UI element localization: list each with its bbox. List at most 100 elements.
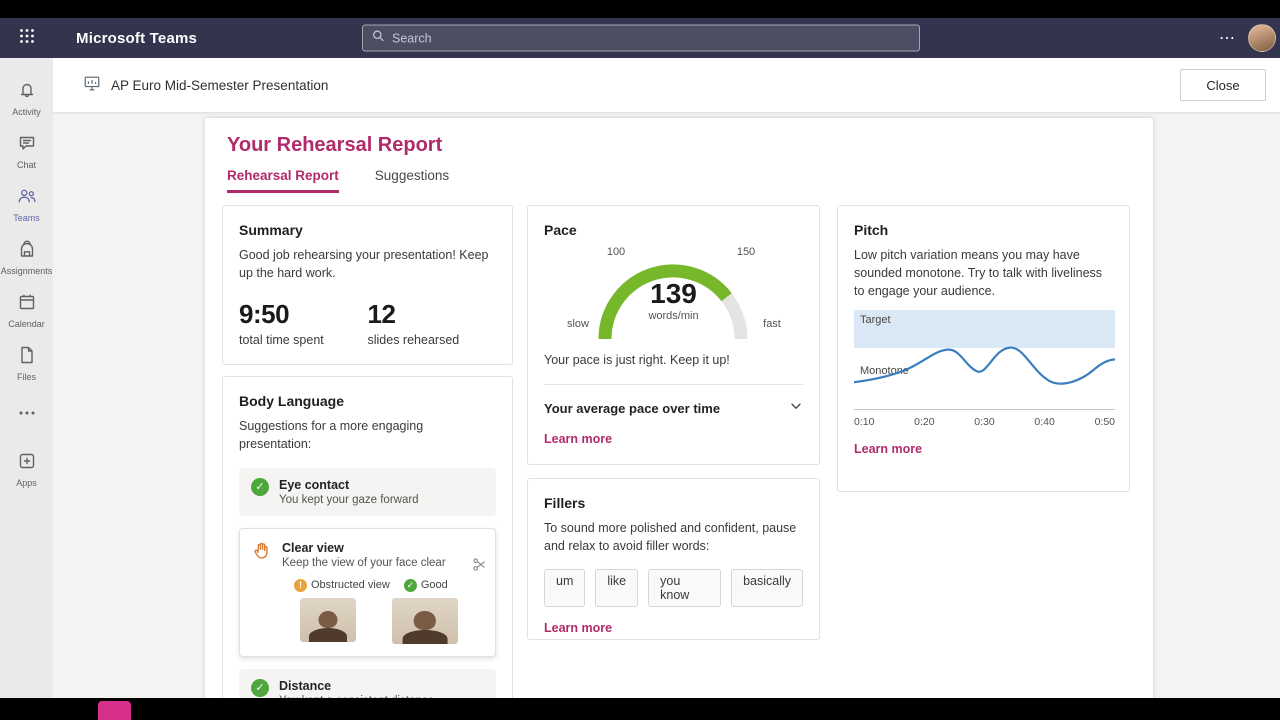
pace-learn-more-link[interactable]: Learn more — [544, 431, 613, 446]
sidebar-label: Files — [16, 372, 36, 382]
x-tick: 0:40 — [1034, 416, 1055, 429]
expander-label: Your average pace over time — [544, 400, 721, 416]
stat-value: 12 — [367, 298, 396, 329]
avatar[interactable] — [1248, 24, 1276, 52]
sidebar-label: Chat — [16, 160, 36, 170]
average-pace-expander[interactable]: Your average pace over time — [544, 399, 803, 418]
fillers-title: Fillers — [544, 495, 586, 511]
gauge-max-label: fast — [763, 318, 781, 330]
chat-icon — [17, 133, 37, 158]
sidebar-label: Activity — [12, 107, 41, 117]
backpack-icon — [17, 239, 37, 264]
tab-suggestions[interactable]: Suggestions — [374, 168, 450, 183]
video-overlay-fragment — [98, 701, 131, 720]
people-icon — [17, 186, 37, 211]
sidebar-item-apps[interactable]: Apps — [0, 443, 53, 496]
summary-stats: 9:50 total time spent 12 slides rehearse… — [239, 299, 496, 347]
chevron-down-icon — [789, 399, 803, 418]
pitch-card: Pitch Low pitch variation means you may … — [837, 205, 1130, 492]
label-text: Obstructed view — [311, 579, 390, 591]
filler-chip: basically — [731, 568, 803, 607]
gauge-arc — [598, 264, 748, 340]
example-thumbnails — [300, 597, 483, 644]
sidebar-label: Assignments — [0, 266, 53, 276]
filler-chip: like — [595, 568, 639, 607]
page-title: Your Rehearsal Report — [227, 134, 443, 156]
summary-card: Summary Good job rehearsing your present… — [222, 205, 513, 365]
sidebar-item-calendar[interactable]: Calendar — [0, 284, 53, 337]
filler-chip: you know — [648, 568, 722, 607]
check-circle-icon: ✓ — [403, 578, 417, 592]
stat-time-spent: 9:50 total time spent — [239, 299, 368, 347]
sidebar-item-assignments[interactable]: Assignments — [0, 231, 53, 284]
pace-message: Your pace is just right. Keep it up! — [544, 353, 730, 367]
sidebar-item-chat[interactable]: Chat — [0, 125, 53, 178]
pitch-x-axis: 0:10 0:20 0:30 0:40 0:50 — [854, 416, 1115, 428]
app-launcher-button[interactable] — [0, 18, 54, 58]
sidebar-item-files[interactable]: Files — [0, 337, 53, 390]
sidebar-label: Apps — [16, 478, 37, 488]
fillers-learn-more-link[interactable]: Learn more — [544, 620, 613, 635]
check-circle-icon: ✓ — [251, 678, 269, 697]
pitch-message: Low pitch variation means you may have s… — [854, 248, 1103, 298]
good-label: ✓ Good — [403, 578, 448, 592]
sidebar-item-teams[interactable]: Teams — [0, 178, 53, 231]
gauge-value: 139 — [650, 278, 697, 309]
divider — [544, 383, 803, 385]
body-language-subtitle: Suggestions for a more engaging presenta… — [239, 419, 424, 451]
summary-message: Good job rehearsing your presentation! K… — [239, 248, 489, 280]
letterbox-bottom — [0, 698, 1280, 720]
fillers-card: Fillers To sound more polished and confi… — [527, 478, 820, 640]
obstructed-view-thumbnail — [300, 597, 356, 642]
close-button[interactable]: Close — [1180, 69, 1266, 101]
search-box[interactable] — [362, 24, 920, 52]
topbar-more-button[interactable]: ⋯ — [1219, 30, 1236, 47]
gauge-min-label: slow — [566, 318, 590, 330]
plus-square-icon — [17, 451, 37, 476]
pitch-title: Pitch — [854, 222, 889, 238]
topbar: Microsoft Teams ⋯ — [0, 18, 1280, 58]
waffle-icon — [19, 28, 35, 49]
search-input[interactable] — [392, 31, 910, 45]
label-text: Good — [420, 579, 448, 591]
pitch-chart: Target Monotone — [854, 310, 1115, 411]
check-circle-icon: ✓ — [251, 477, 269, 496]
fillers-message: To sound more polished and confident, pa… — [544, 521, 797, 553]
stat-label: slides rehearsed — [367, 332, 460, 347]
gauge-unit: words/min — [648, 310, 699, 322]
calendar-icon — [17, 292, 37, 317]
gauge-tick-high: 150 — [736, 246, 756, 258]
x-tick: 0:30 — [974, 416, 995, 429]
list-item-clear-view[interactable]: Clear view Keep the view of your face cl… — [239, 527, 496, 657]
list-item-eye-contact[interactable]: ✓ Eye contact You kept your gaze forward — [239, 467, 496, 516]
stat-value: 9:50 — [239, 298, 290, 329]
sidebar-item-more[interactable] — [0, 390, 53, 443]
body-language-card: Body Language Suggestions for a more eng… — [222, 376, 513, 698]
pitch-learn-more-link[interactable]: Learn more — [854, 442, 923, 457]
scissors-icon — [472, 557, 487, 577]
tab-rehearsal-report[interactable]: Rehearsal Report — [227, 168, 339, 193]
item-desc: You kept your gaze forward — [279, 493, 419, 506]
search-icon — [372, 29, 385, 47]
list-item-distance[interactable]: ✓ Distance You kept a consistent distanc… — [239, 668, 496, 698]
item-title: Distance — [279, 678, 332, 693]
good-view-thumbnail — [392, 597, 458, 644]
sidebar-item-activity[interactable]: Activity — [0, 72, 53, 125]
file-icon — [17, 345, 37, 370]
report-tabs: Rehearsal Report Suggestions — [227, 168, 449, 193]
item-desc: Keep the view of your face clear — [282, 556, 446, 569]
x-tick: 0:10 — [854, 416, 875, 429]
app-title: Microsoft Teams — [76, 29, 198, 47]
body-language-title: Body Language — [239, 393, 345, 409]
stat-label: total time spent — [239, 332, 324, 347]
stat-slides-rehearsed: 12 slides rehearsed — [368, 299, 497, 347]
summary-title: Summary — [239, 222, 303, 238]
main-area: AP Euro Mid-Semester Presentation Close … — [53, 58, 1280, 698]
bell-icon — [17, 80, 37, 105]
target-label: Target — [860, 314, 891, 327]
item-title: Clear view — [282, 540, 344, 555]
filler-chip: um — [544, 568, 586, 607]
presentation-icon — [83, 74, 101, 97]
example-labels: ! Obstructed view ✓ Good — [294, 578, 483, 592]
